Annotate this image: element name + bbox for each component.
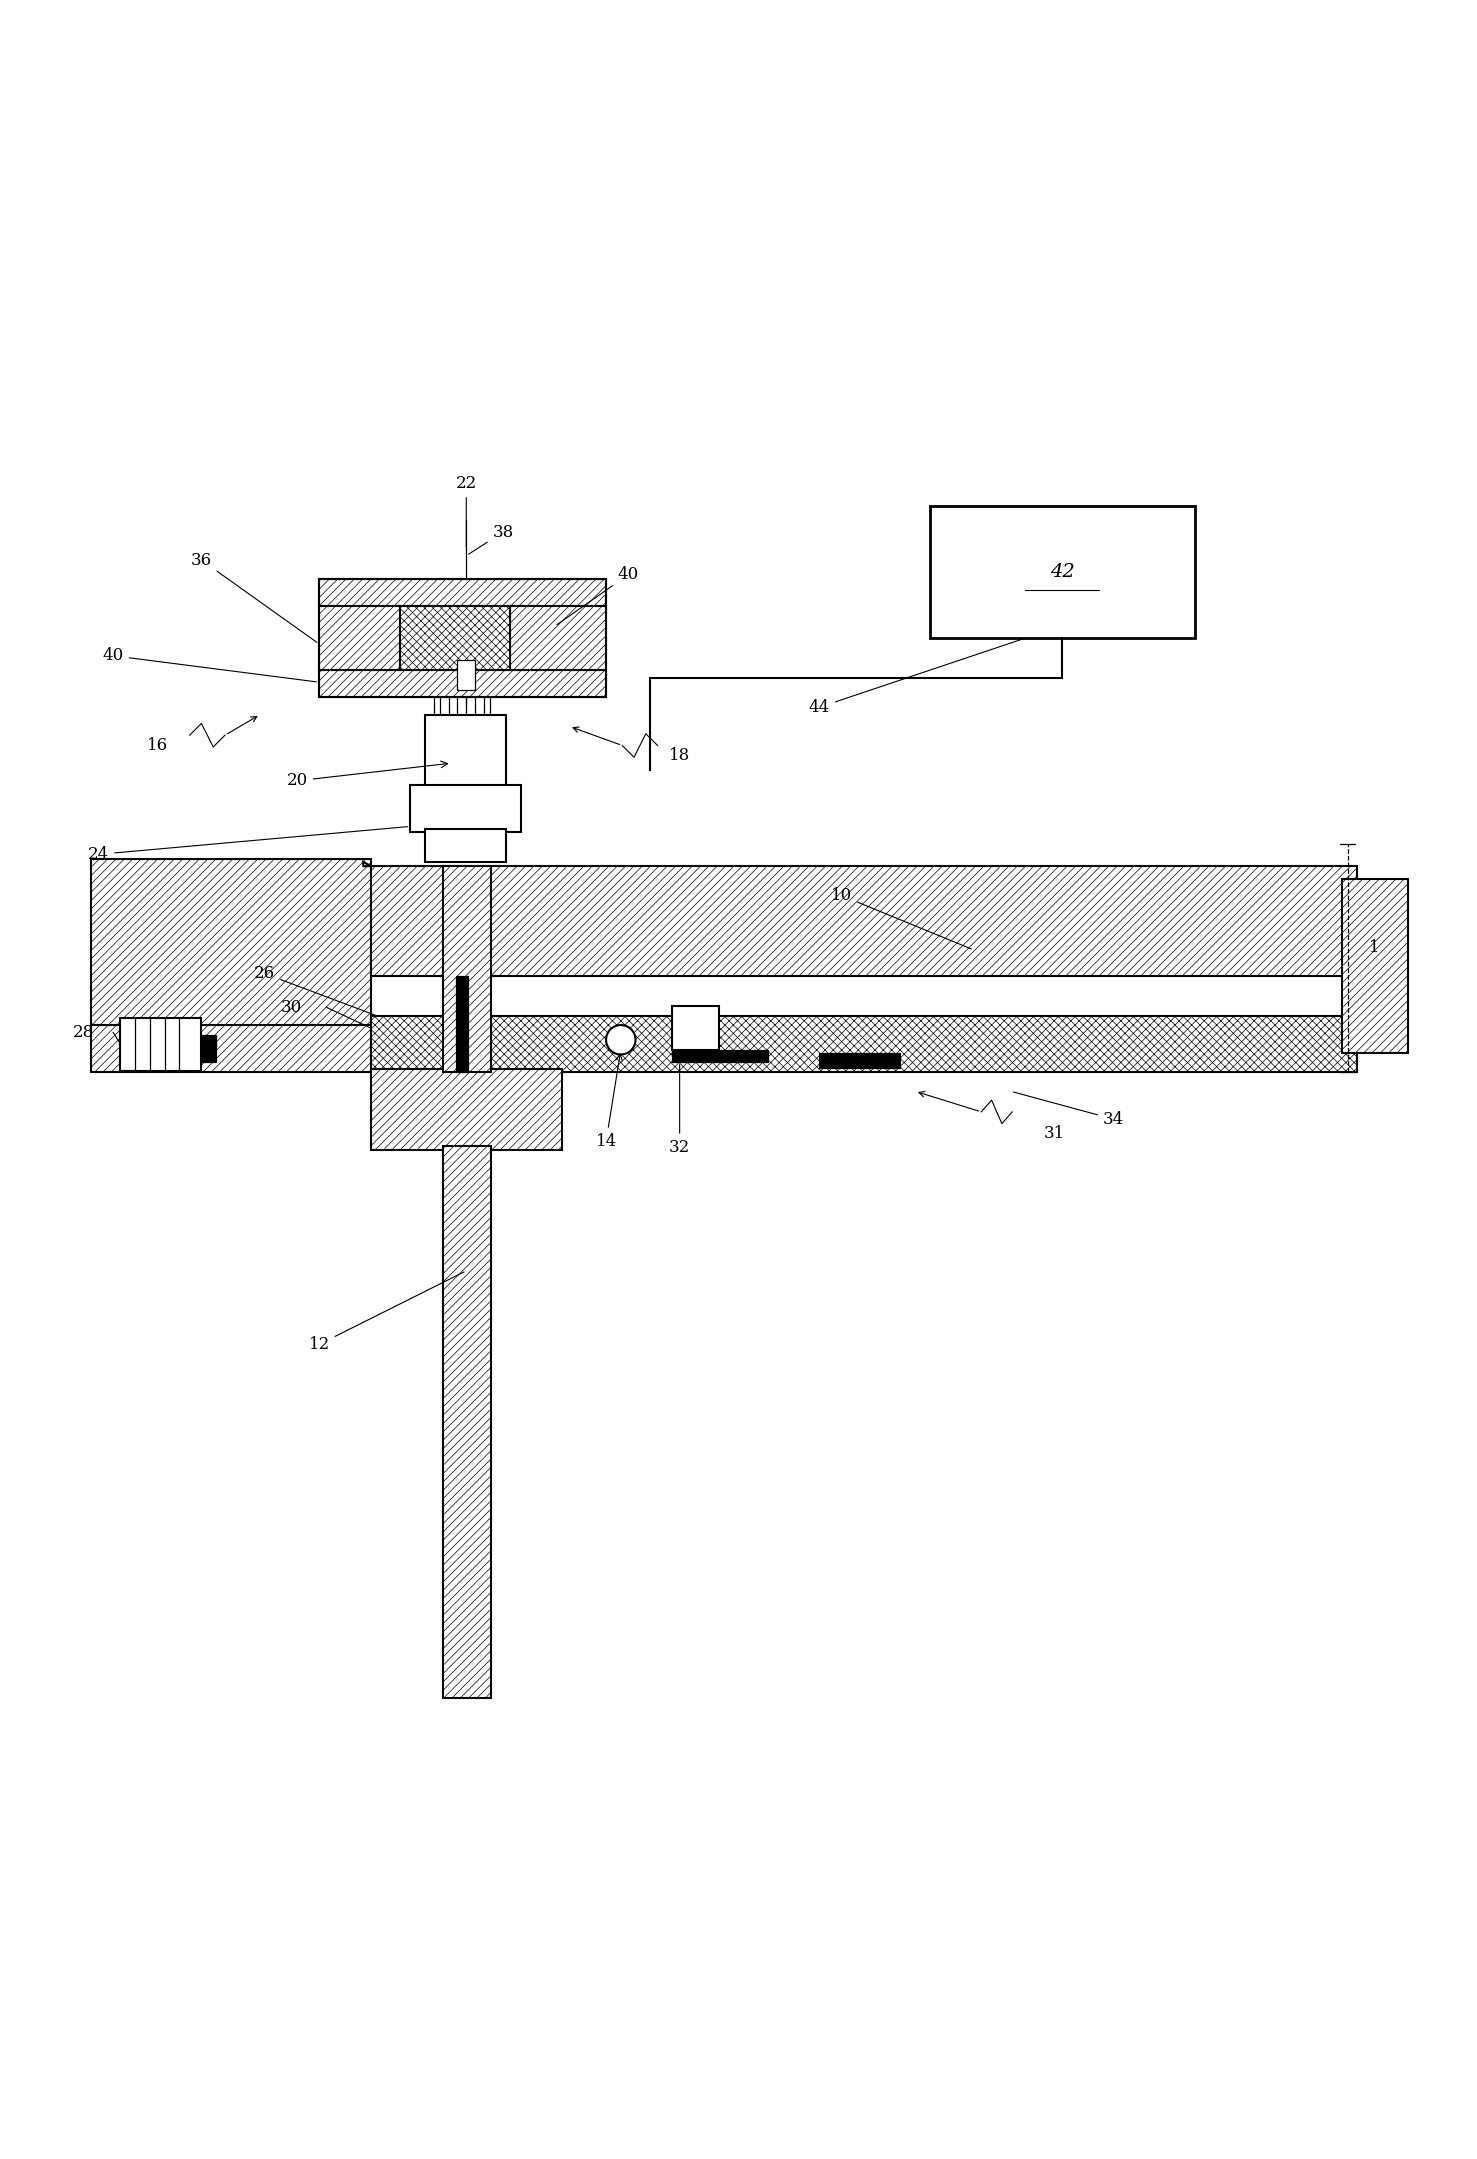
Text: 1: 1 [1369,939,1380,956]
Bar [443,1146,492,1697]
Bar [820,1054,901,1069]
Bar [121,1017,201,1071]
Text: 12: 12 [309,1272,464,1354]
Bar [411,786,521,833]
Text: 16: 16 [146,736,168,753]
Bar [456,976,468,1073]
Bar [400,607,511,671]
Bar [511,607,606,671]
Bar [319,671,606,697]
Bar [371,1069,561,1151]
Bar [672,1006,719,1049]
Bar [319,579,606,697]
Bar [201,1036,216,1062]
Text: 44: 44 [809,639,1022,717]
Polygon shape [363,861,371,866]
Text: 26: 26 [254,965,375,1015]
Text: 30: 30 [281,1000,301,1017]
Bar [92,859,371,1028]
Bar [672,1049,768,1062]
Bar [319,607,400,671]
Text: 20: 20 [287,760,448,790]
Bar [425,829,507,861]
Bar [92,1026,371,1073]
Text: 22: 22 [456,475,477,546]
Text: 40: 40 [102,648,316,682]
Bar [425,715,507,788]
Bar [371,866,1356,976]
Bar [458,661,476,689]
Bar [443,866,492,1073]
Text: 28: 28 [72,1023,95,1041]
Text: 34: 34 [1013,1092,1124,1127]
Text: 31: 31 [1044,1125,1065,1142]
Bar [931,505,1195,639]
Text: 38: 38 [468,525,514,555]
Circle shape [606,1026,635,1054]
Text: 32: 32 [669,1064,690,1155]
Text: 42: 42 [1050,563,1075,581]
Bar [319,579,606,607]
Text: 24: 24 [87,827,408,864]
Text: 10: 10 [832,887,972,950]
Text: 14: 14 [595,1054,622,1151]
Text: 40: 40 [557,566,638,624]
Bar [1341,879,1408,1054]
Bar [371,1017,1356,1073]
Text: 36: 36 [191,551,318,643]
Text: 18: 18 [669,747,690,764]
